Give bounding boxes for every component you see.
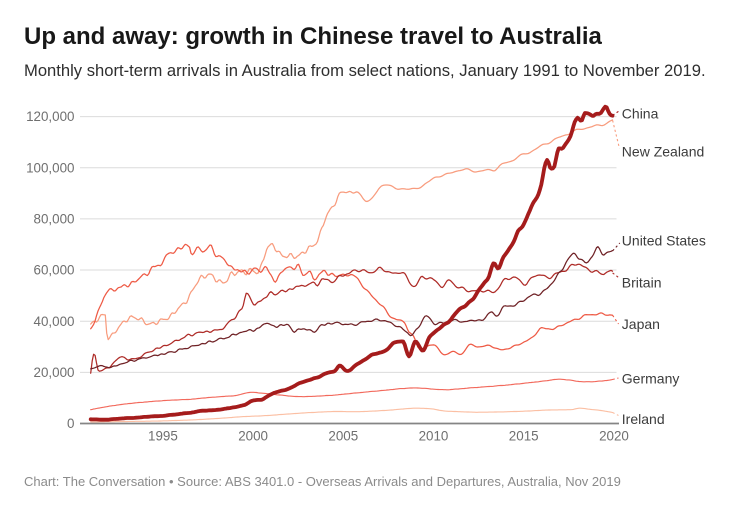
svg-text:2015: 2015 [509,428,539,443]
svg-text:Japan: Japan [622,316,660,332]
svg-text:China: China [622,106,659,122]
svg-text:2000: 2000 [238,428,268,443]
svg-text:0: 0 [67,416,74,431]
svg-text:Britain: Britain [622,275,662,291]
svg-text:40,000: 40,000 [34,314,75,329]
svg-text:2020: 2020 [599,428,629,443]
svg-text:New Zealand: New Zealand [622,144,705,160]
svg-text:120,000: 120,000 [26,109,74,124]
svg-text:20,000: 20,000 [34,365,75,380]
svg-text:80,000: 80,000 [34,212,75,227]
svg-text:Germany: Germany [622,371,680,387]
svg-text:2005: 2005 [328,428,358,443]
svg-text:United States: United States [622,233,706,249]
svg-text:100,000: 100,000 [26,160,74,175]
svg-text:Ireland: Ireland [622,411,665,427]
svg-text:2010: 2010 [419,428,449,443]
svg-text:1995: 1995 [148,428,178,443]
svg-text:60,000: 60,000 [34,263,75,278]
